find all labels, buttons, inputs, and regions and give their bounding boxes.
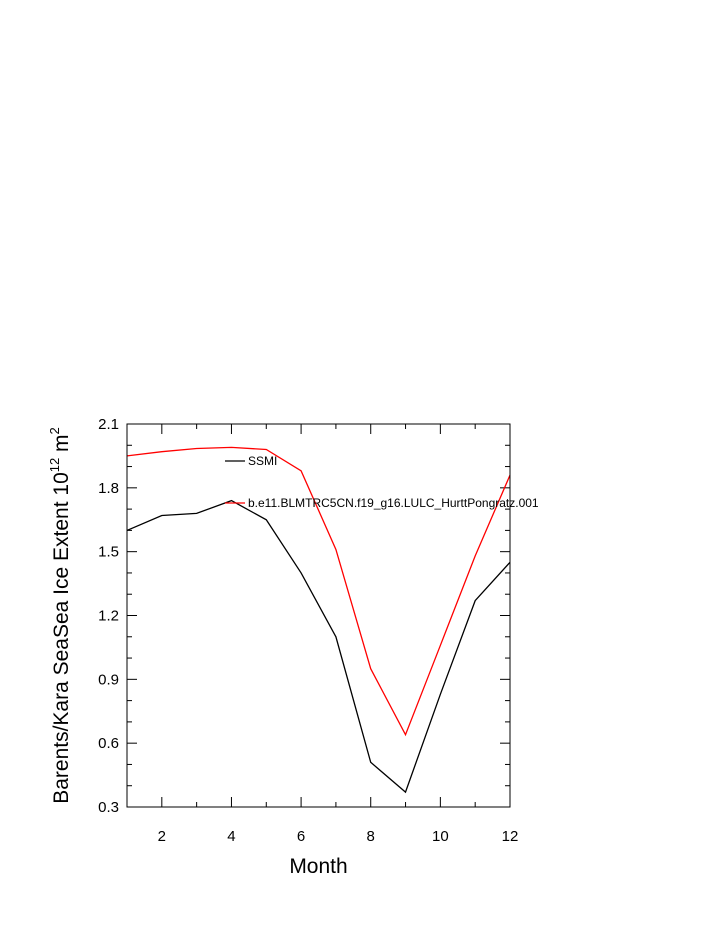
y-tick-label: 2.1 [98, 416, 119, 433]
plot-frame [126, 423, 511, 808]
y-tick-label: 1.8 [98, 480, 119, 497]
x-axis-title: Month [289, 855, 347, 878]
y-axis-title-exponent: 12 [47, 458, 62, 472]
y-axis-title-main: Barents/Kara SeaSea Ice Extent 10 [50, 472, 73, 804]
series-line [126, 446, 511, 737]
tick-labels: 2 4 6 8 10 12 0.3 0.6 0.9 1.2 1.5 1.8 2.1 [98, 416, 518, 845]
y-axis-title-unit-exponent: 2 [47, 427, 62, 434]
x-tick-label: 4 [227, 828, 235, 845]
y-axis-title-unit: m [50, 434, 73, 457]
legend-label: b.e11.BLMTRC5CN.f19_g16.LULC_HurttPongra… [248, 496, 539, 510]
y-tick-label: 1.5 [98, 544, 119, 561]
x-tick-label: 2 [158, 828, 166, 845]
x-tick-label: 6 [297, 828, 305, 845]
x-tick-label: 10 [432, 828, 449, 845]
series-line [126, 499, 511, 794]
minor-ticks [126, 424, 510, 807]
legend-label: SSMI [248, 454, 277, 468]
x-tick-label: 12 [502, 828, 519, 845]
y-axis-title: Barents/Kara SeaSea Ice Extent 1012 m2 [47, 427, 73, 804]
y-tick-label: 0.3 [98, 799, 119, 816]
series-layer [126, 446, 511, 794]
y-tick-label: 0.9 [98, 671, 119, 688]
y-tick-label: 1.2 [98, 608, 119, 625]
x-tick-label: 8 [367, 828, 375, 845]
legend: SSMI b.e11.BLMTRC5CN.f19_g16.LULC_HurttPo… [225, 454, 539, 510]
y-tick-label: 0.6 [98, 735, 119, 752]
